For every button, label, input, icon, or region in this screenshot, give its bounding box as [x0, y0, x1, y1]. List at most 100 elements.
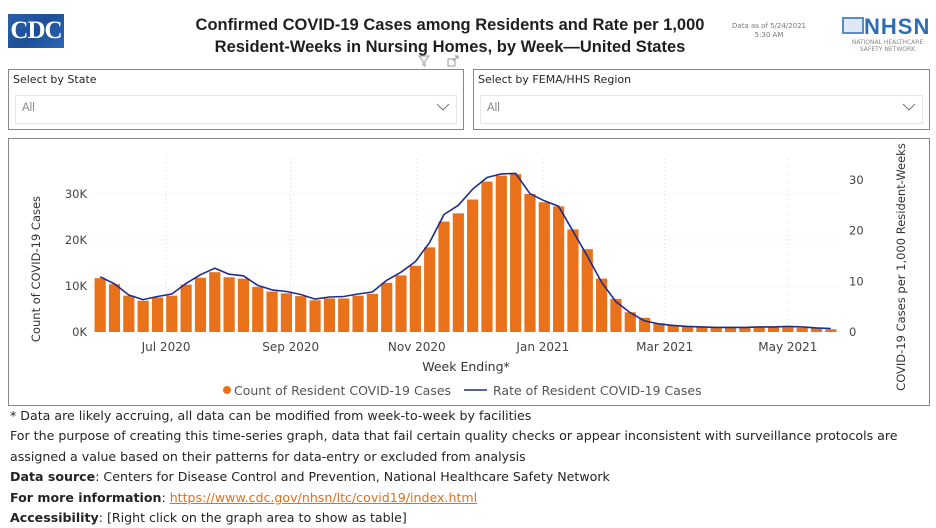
bar-week-33[interactable]	[553, 206, 565, 332]
bar-week-21[interactable]	[381, 282, 393, 332]
bar-week-32[interactable]	[538, 202, 550, 332]
x-tick-label: Nov 2020	[388, 340, 446, 354]
chart-container[interactable]: 0K 10K 20K 30K 0 10 20 30 Jul 2020 Sep 2020 Nov …	[8, 138, 930, 406]
as-of-time: 5:30 AM	[754, 31, 784, 39]
bar-week-50[interactable]	[796, 327, 808, 332]
legend-bar-label: Count of Resident COVID-19 Cases	[234, 383, 451, 398]
bar-week-38[interactable]	[624, 312, 636, 332]
bar-week-43[interactable]	[696, 326, 708, 332]
combo-chart[interactable]: 0K 10K 20K 30K 0 10 20 30 Jul 2020 Sep 2020 Nov …	[9, 139, 929, 405]
rate-line	[99, 172, 831, 330]
more-info: For more information: https://www.cdc.go…	[10, 488, 930, 508]
bar-week-1[interactable]	[94, 278, 106, 332]
bar-week-18[interactable]	[338, 298, 350, 332]
bar-week-29[interactable]	[495, 175, 507, 332]
note-accruing: * Data are likely accruing, all data can…	[10, 408, 532, 423]
state-dropdown-value: All	[22, 102, 35, 114]
bar-week-5[interactable]	[151, 297, 164, 333]
accessibility: Accessibility: [Right click on the graph…	[10, 508, 930, 528]
bar-week-49[interactable]	[782, 327, 794, 332]
bar-week-25[interactable]	[438, 221, 450, 332]
monitor-icon	[842, 17, 864, 34]
region-slicer-label: Select by FEMA/HHS Region	[478, 73, 632, 86]
nhsn-subtitle: NATIONAL HEALTHCARE SAFETY NETWORK	[840, 39, 935, 53]
bar-week-19[interactable]	[352, 295, 364, 332]
state-slicer-label: Select by State	[13, 73, 97, 86]
bar-week-10[interactable]	[223, 277, 235, 332]
bar-week-16[interactable]	[309, 300, 321, 332]
y2-tick-label: 20	[849, 224, 864, 238]
state-dropdown[interactable]: All	[15, 95, 457, 124]
bar-week-4[interactable]	[137, 300, 149, 332]
data-as-of: Data as of 5/24/2021 5:30 AM	[728, 22, 810, 40]
bar-week-20[interactable]	[366, 293, 378, 332]
region-dropdown[interactable]: All	[480, 95, 923, 124]
chevron-down-icon	[436, 103, 450, 111]
title-line-2: Resident-Weeks in Nursing Homes, by Week…	[214, 38, 686, 56]
nhsn-sub-2: SAFETY NETWORK	[859, 46, 916, 53]
x-tick-label: Sep 2020	[262, 340, 319, 354]
visual-header-icons	[417, 52, 471, 71]
page-title: Confirmed COVID-19 Cases among Residents…	[160, 14, 740, 58]
as-of-date: Data as of 5/24/2021	[732, 22, 806, 30]
bar-week-44[interactable]	[710, 327, 722, 332]
bar-week-45[interactable]	[724, 327, 737, 332]
bar-week-17[interactable]	[323, 298, 335, 332]
y-tick-label: 10K	[65, 279, 88, 293]
more-info-label: For more information	[10, 489, 162, 505]
chevron-down-icon	[902, 103, 916, 111]
y2-axis-label: COVID-19 Cases per 1,000 Resident-Weeks	[894, 143, 908, 391]
bar-week-34[interactable]	[567, 229, 579, 332]
y2-tick-label: 0	[849, 325, 856, 339]
bar-week-24[interactable]	[424, 247, 436, 332]
bar-week-46[interactable]	[739, 327, 751, 332]
bar-week-6[interactable]	[166, 295, 178, 332]
right-axis-ticks: 0 10 20 30	[849, 173, 864, 339]
bar-week-7[interactable]	[180, 284, 192, 332]
bar-week-9[interactable]	[209, 272, 221, 332]
bar-week-31[interactable]	[524, 194, 536, 332]
bar-week-15[interactable]	[295, 296, 307, 332]
bar-week-47[interactable]	[753, 327, 765, 332]
bar-week-2[interactable]	[108, 284, 121, 332]
x-tick-label: Jan 2021	[515, 340, 569, 354]
bar-week-51[interactable]	[810, 328, 823, 332]
bar-week-27[interactable]	[467, 199, 479, 332]
y2-tick-label: 30	[849, 173, 864, 187]
y-axis-label: Count of COVID-19 Cases	[29, 196, 43, 342]
bar-week-30[interactable]	[510, 174, 522, 332]
x-axis-ticks: Jul 2020 Sep 2020 Nov 2020 Jan 2021 Mar 2021…	[141, 340, 818, 354]
bar-week-40[interactable]	[653, 323, 665, 332]
bar-week-3[interactable]	[123, 295, 135, 332]
bar-week-23[interactable]	[409, 265, 421, 332]
x-tick-label: May 2021	[758, 340, 817, 354]
region-slicer: Select by FEMA/HHS Region All	[473, 69, 930, 130]
bar-week-12[interactable]	[252, 286, 264, 332]
title-line-1: Confirmed COVID-19 Cases among Residents…	[195, 16, 705, 34]
bar-week-8[interactable]	[194, 277, 207, 332]
focus-mode-icon[interactable]	[447, 55, 459, 70]
bar-week-35[interactable]	[581, 249, 593, 332]
bar-week-14[interactable]	[280, 293, 293, 332]
bar-week-28[interactable]	[481, 181, 493, 332]
legend: Count of Resident COVID-19 Cases Rate of…	[223, 383, 702, 398]
note-quality: For the purpose of creating this time-se…	[10, 428, 898, 464]
bar-week-26[interactable]	[452, 213, 464, 332]
bar-week-37[interactable]	[610, 298, 622, 332]
bar-week-36[interactable]	[596, 278, 608, 332]
bar-week-39[interactable]	[638, 317, 651, 332]
bar-week-13[interactable]	[266, 291, 278, 332]
bar-week-52[interactable]	[825, 329, 837, 332]
bar-week-41[interactable]	[667, 325, 679, 332]
bar-week-42[interactable]	[681, 326, 694, 332]
more-info-link[interactable]: https://www.cdc.gov/nhsn/ltc/covid19/ind…	[169, 489, 478, 505]
accessibility-label: Accessibility	[10, 510, 99, 526]
bar-week-22[interactable]	[395, 275, 407, 332]
more-info-sep: :	[161, 489, 170, 505]
bar-week-48[interactable]	[767, 327, 780, 332]
accessibility-text: : [Right click on the graph area to show…	[98, 510, 407, 526]
region-dropdown-value: All	[487, 102, 500, 114]
bar-week-11[interactable]	[237, 278, 250, 332]
x-tick-label: Jul 2020	[141, 340, 191, 354]
filter-icon[interactable]	[417, 55, 431, 70]
